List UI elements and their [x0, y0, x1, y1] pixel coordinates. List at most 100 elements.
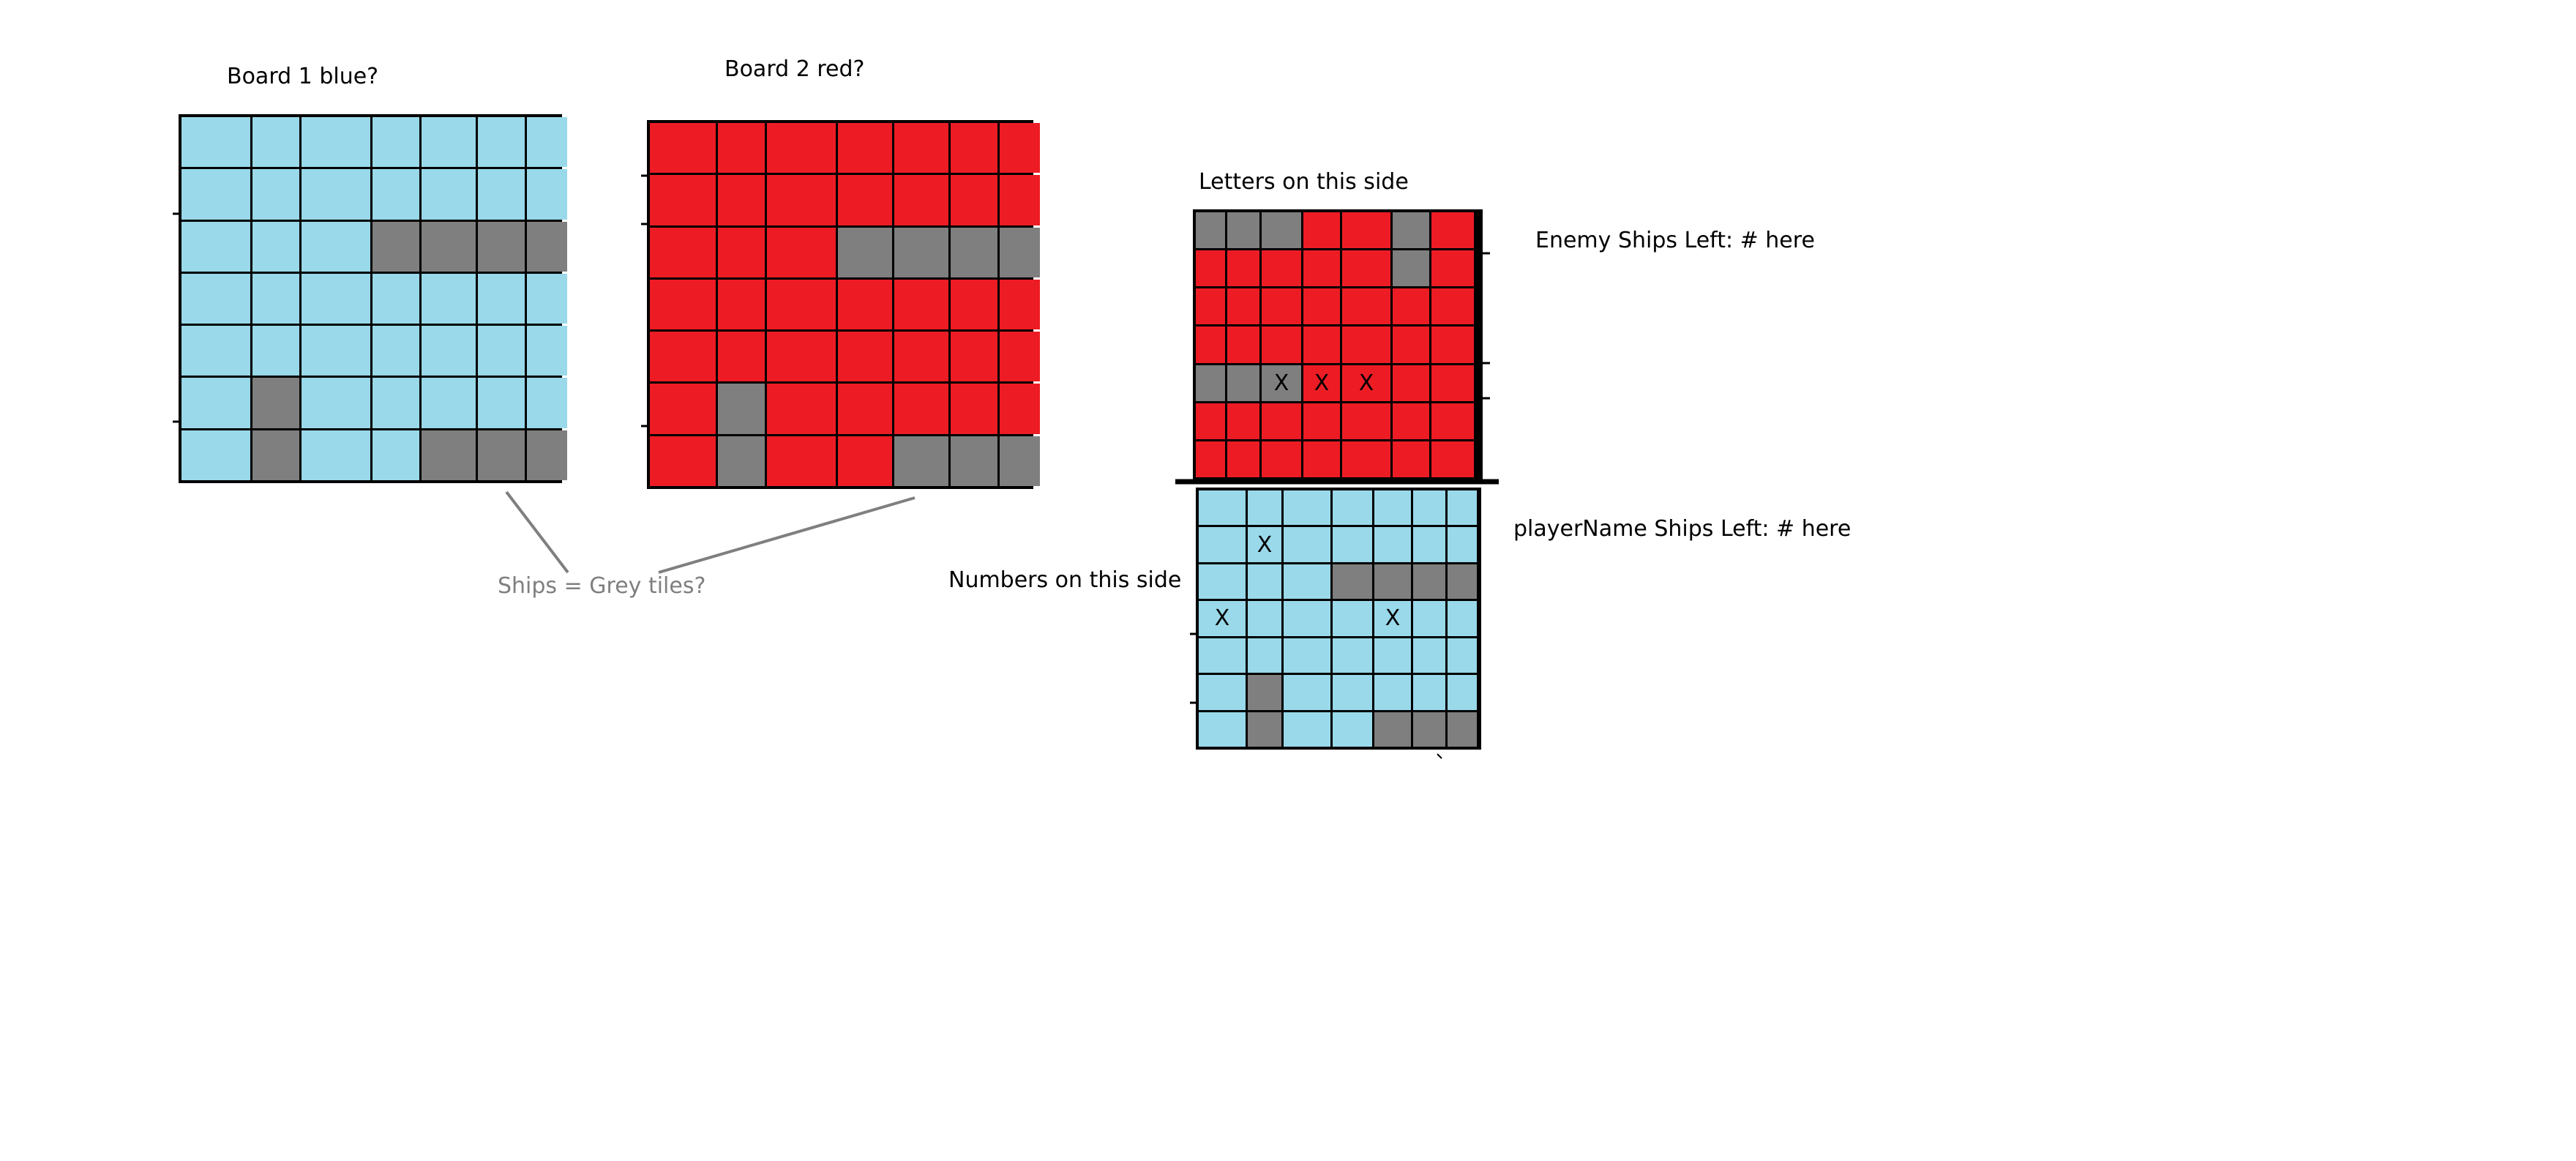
water-tile[interactable] — [1333, 601, 1372, 636]
water-tile[interactable]: X — [1342, 365, 1390, 401]
water-tile[interactable] — [478, 378, 525, 428]
ship-tile[interactable] — [838, 227, 892, 277]
water-tile[interactable] — [422, 117, 476, 168]
water-tile[interactable] — [1000, 175, 1040, 225]
ship-tile[interactable] — [1393, 250, 1429, 287]
water-tile[interactable] — [767, 384, 836, 434]
water-tile[interactable] — [718, 227, 765, 277]
water-tile[interactable] — [894, 332, 948, 382]
ship-tile[interactable] — [951, 227, 997, 277]
water-tile[interactable] — [1248, 638, 1281, 673]
water-tile[interactable] — [422, 326, 476, 376]
water-tile[interactable] — [767, 123, 836, 173]
water-tile[interactable] — [181, 326, 250, 376]
water-tile[interactable] — [838, 123, 892, 173]
water-tile[interactable] — [1431, 212, 1474, 249]
ship-tile[interactable] — [1000, 436, 1040, 486]
water-tile[interactable] — [372, 273, 419, 324]
water-tile[interactable] — [1199, 675, 1246, 710]
water-tile[interactable] — [1342, 403, 1390, 439]
water-tile[interactable] — [1413, 675, 1445, 710]
water-tile[interactable] — [1393, 365, 1429, 401]
ship-tile[interactable] — [422, 221, 476, 272]
water-tile[interactable] — [252, 117, 299, 168]
water-tile[interactable] — [1199, 527, 1246, 562]
water-tile[interactable] — [1413, 527, 1445, 562]
water-tile[interactable] — [1431, 288, 1474, 325]
water-tile[interactable] — [422, 169, 476, 220]
water-tile[interactable] — [1196, 326, 1225, 363]
water-tile[interactable] — [1342, 250, 1390, 287]
water-tile[interactable] — [951, 123, 997, 173]
water-tile[interactable] — [718, 175, 765, 225]
ship-tile[interactable] — [1227, 212, 1259, 249]
water-tile[interactable]: X — [1374, 601, 1411, 636]
water-tile[interactable] — [650, 227, 716, 277]
water-tile[interactable] — [1284, 490, 1330, 526]
water-tile[interactable] — [1196, 288, 1225, 325]
water-tile[interactable]: X — [1199, 601, 1246, 636]
ship-tile[interactable] — [478, 221, 525, 272]
water-tile[interactable] — [1248, 490, 1281, 526]
water-tile[interactable] — [1303, 326, 1340, 363]
water-tile[interactable] — [951, 332, 997, 382]
water-tile[interactable] — [1333, 638, 1372, 673]
ship-tile[interactable] — [1393, 212, 1429, 249]
water-tile[interactable] — [302, 273, 370, 324]
water-tile[interactable] — [1248, 564, 1281, 600]
ship-tile[interactable] — [718, 436, 765, 486]
water-tile[interactable] — [1448, 601, 1477, 636]
water-tile[interactable] — [838, 332, 892, 382]
water-tile[interactable] — [1199, 638, 1246, 673]
water-tile[interactable] — [372, 378, 419, 428]
water-tile[interactable] — [252, 221, 299, 272]
water-tile[interactable] — [1227, 441, 1259, 477]
ship-tile[interactable] — [1333, 564, 1372, 600]
water-tile[interactable] — [478, 326, 525, 376]
water-tile[interactable] — [372, 117, 419, 168]
water-tile[interactable] — [302, 378, 370, 428]
water-tile[interactable] — [181, 430, 250, 480]
water-tile[interactable] — [1284, 564, 1330, 600]
water-tile[interactable] — [1374, 675, 1411, 710]
water-tile[interactable] — [1393, 441, 1429, 477]
water-tile[interactable] — [650, 384, 716, 434]
water-tile[interactable] — [252, 169, 299, 220]
water-tile[interactable] — [1413, 638, 1445, 673]
water-tile[interactable] — [527, 378, 567, 428]
water-tile[interactable] — [650, 175, 716, 225]
water-tile[interactable] — [767, 227, 836, 277]
water-tile[interactable] — [1431, 326, 1474, 363]
water-tile[interactable] — [1199, 712, 1246, 747]
water-tile[interactable] — [767, 279, 836, 330]
water-tile[interactable] — [1413, 490, 1445, 526]
water-tile[interactable] — [527, 326, 567, 376]
water-tile[interactable] — [1196, 441, 1225, 477]
water-tile[interactable] — [838, 279, 892, 330]
water-tile[interactable] — [1413, 601, 1445, 636]
water-tile[interactable] — [181, 378, 250, 428]
water-tile[interactable] — [1303, 441, 1340, 477]
water-tile[interactable] — [894, 279, 948, 330]
water-tile[interactable] — [1262, 250, 1301, 287]
ship-tile[interactable] — [1413, 564, 1445, 600]
ship-tile[interactable] — [527, 430, 567, 480]
water-tile[interactable] — [951, 175, 997, 225]
water-tile[interactable] — [1342, 288, 1390, 325]
water-tile[interactable] — [372, 326, 419, 376]
water-tile[interactable] — [838, 175, 892, 225]
water-tile[interactable] — [718, 279, 765, 330]
ship-tile[interactable]: X — [1262, 365, 1301, 401]
water-tile[interactable] — [1448, 490, 1477, 526]
water-tile[interactable] — [422, 273, 476, 324]
ship-tile[interactable] — [1374, 564, 1411, 600]
water-tile[interactable] — [894, 123, 948, 173]
water-tile[interactable] — [302, 221, 370, 272]
water-tile[interactable] — [1393, 326, 1429, 363]
water-tile[interactable] — [372, 169, 419, 220]
ship-tile[interactable] — [718, 384, 765, 434]
water-tile[interactable] — [951, 384, 997, 434]
water-tile[interactable] — [1303, 212, 1340, 249]
water-tile[interactable] — [181, 169, 250, 220]
water-tile[interactable] — [1393, 288, 1429, 325]
